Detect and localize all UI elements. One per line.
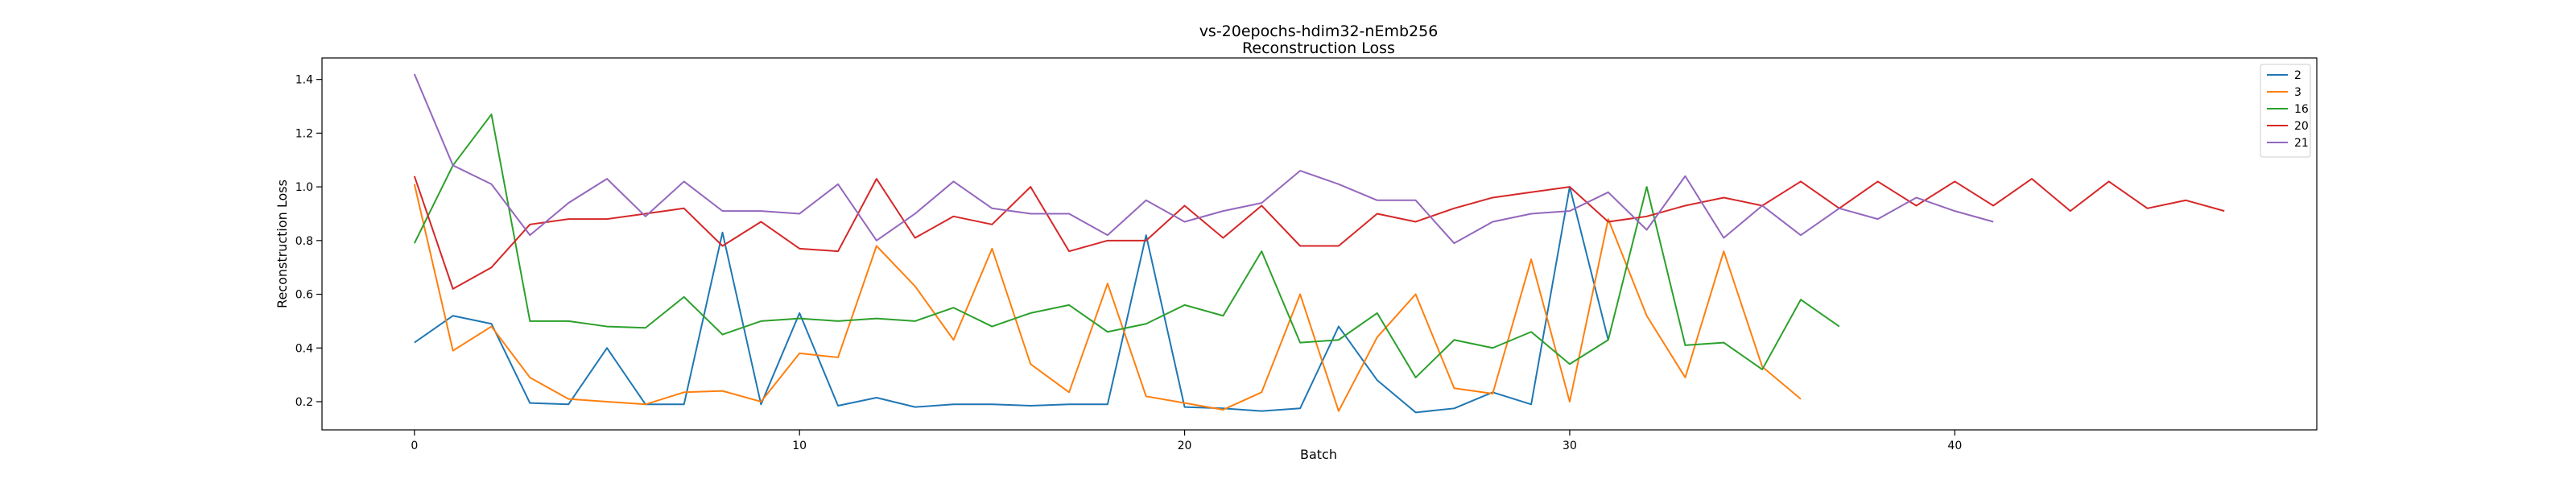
y-tick-label: 0.8 xyxy=(295,235,313,248)
legend-label: 20 xyxy=(2294,120,2309,133)
x-axis-label: Batch xyxy=(1300,447,1337,462)
legend-label: 3 xyxy=(2294,86,2301,99)
y-tick-label: 1.2 xyxy=(295,127,313,140)
legend-box xyxy=(2260,64,2311,158)
x-tick-label: 40 xyxy=(1947,440,1962,452)
legend-label: 21 xyxy=(2294,137,2309,150)
x-axis: 0 10 20 30 40 xyxy=(411,430,1962,452)
y-tick-label: 1.4 xyxy=(295,74,313,87)
x-tick-label: 20 xyxy=(1178,440,1192,452)
x-tick-label: 30 xyxy=(1563,440,1577,452)
y-tick-label: 0.4 xyxy=(295,342,313,355)
series-line-3 xyxy=(413,184,1802,412)
y-tick-label: 0.6 xyxy=(295,289,313,302)
y-tick-label: 1.0 xyxy=(295,181,313,194)
x-tick-label: 10 xyxy=(792,440,807,452)
series-line-21 xyxy=(413,73,1994,245)
chart-title: vs-20epochs-hdim32-nEmb256 xyxy=(1199,23,1439,40)
series-line-2 xyxy=(414,186,1609,414)
y-tick-label: 0.2 xyxy=(295,396,313,409)
chart-subtitle: Reconstruction Loss xyxy=(1242,39,1395,57)
y-axis-label: Reconstruction Loss xyxy=(275,180,290,308)
legend: 2 3 16 20 21 xyxy=(2260,64,2311,158)
series-line-16 xyxy=(413,114,1840,378)
legend-label: 16 xyxy=(2294,103,2309,116)
series-line-20 xyxy=(413,175,2225,290)
plot-area-frame xyxy=(321,57,2318,431)
series-layer xyxy=(413,73,2225,414)
legend-label: 2 xyxy=(2294,69,2301,82)
x-tick-label: 0 xyxy=(411,440,418,452)
y-axis: 0.2 0.4 0.6 0.8 1.0 1.2 1.4 xyxy=(295,74,322,409)
